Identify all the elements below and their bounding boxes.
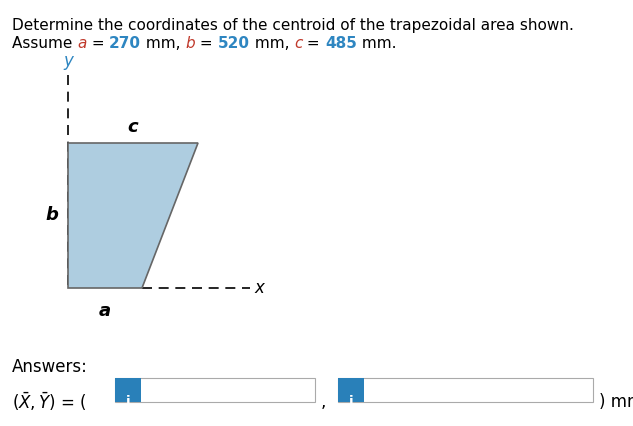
Text: Assume: Assume: [12, 36, 77, 51]
FancyBboxPatch shape: [115, 378, 141, 402]
Text: b: b: [185, 36, 195, 51]
FancyBboxPatch shape: [338, 378, 364, 402]
Text: =: =: [195, 36, 218, 51]
Text: ,: ,: [320, 393, 326, 411]
FancyBboxPatch shape: [338, 378, 593, 402]
Text: 270: 270: [109, 36, 141, 51]
Text: i: i: [349, 395, 353, 409]
Text: a: a: [99, 302, 111, 320]
Text: mm,: mm,: [249, 36, 294, 51]
Text: mm,: mm,: [141, 36, 185, 51]
Text: i: i: [126, 395, 130, 409]
Text: c: c: [294, 36, 303, 51]
Text: =: =: [87, 36, 109, 51]
Text: =: =: [303, 36, 325, 51]
Text: b: b: [45, 207, 58, 225]
Text: c: c: [128, 118, 139, 136]
Text: ) mm: ) mm: [599, 393, 633, 411]
Text: 485: 485: [325, 36, 357, 51]
Text: Answers:: Answers:: [12, 358, 88, 376]
FancyBboxPatch shape: [115, 378, 315, 402]
Text: 520: 520: [218, 36, 249, 51]
Text: mm.: mm.: [357, 36, 396, 51]
Text: Determine the coordinates of the centroid of the trapezoidal area shown.: Determine the coordinates of the centroi…: [12, 18, 574, 33]
Polygon shape: [68, 143, 198, 288]
Text: a: a: [77, 36, 87, 51]
Text: x: x: [254, 279, 264, 297]
Text: y: y: [63, 52, 73, 70]
Text: $(\bar{X}, \bar{Y})$ = (: $(\bar{X}, \bar{Y})$ = (: [12, 391, 87, 413]
